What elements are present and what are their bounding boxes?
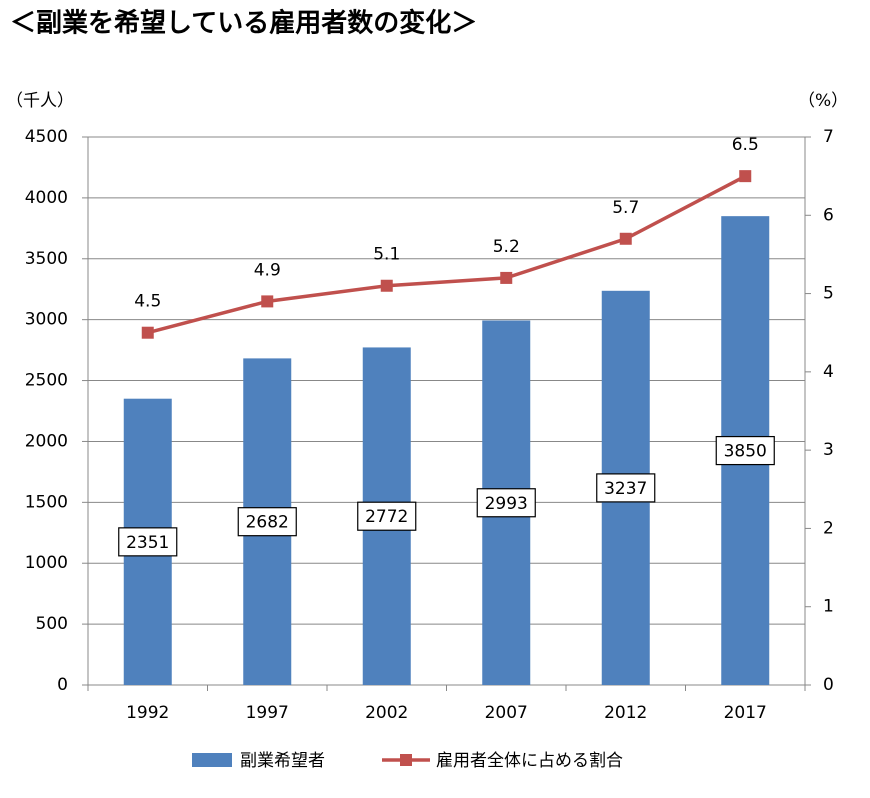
legend-swatch	[192, 753, 232, 767]
x-tick-label: 2012	[604, 703, 647, 723]
legend-label: 副業希望者	[240, 751, 325, 771]
y-tick-label: 4500	[25, 127, 68, 147]
y-tick-label: 500	[36, 614, 68, 634]
y-tick-label: 1500	[25, 492, 68, 512]
point	[619, 232, 632, 245]
value-label-box	[476, 488, 536, 518]
value-label: 3850	[724, 442, 767, 462]
point	[380, 279, 393, 292]
value-label: 3237	[604, 479, 647, 499]
y-tick-label: 4000	[25, 188, 68, 208]
value-label-box	[357, 501, 417, 531]
value-label: 2993	[485, 494, 528, 514]
legend-swatch	[400, 754, 412, 766]
y2-tick-label: 4	[823, 362, 834, 382]
chart-title: ＜副業を希望している雇用者数の変化＞	[10, 8, 477, 39]
value-label: 2351	[126, 533, 169, 553]
value-label-box	[596, 473, 656, 503]
x-tick-label: 1992	[126, 703, 169, 723]
value-label: 6.5	[732, 135, 759, 155]
legend-label: 雇用者全体に占める割合	[436, 751, 623, 771]
x-tick-label: 2007	[485, 703, 528, 723]
x-tick-label: 2002	[365, 703, 408, 723]
y2-tick-label: 5	[823, 284, 834, 304]
y-axis-label: （千人）	[6, 91, 74, 111]
y2-axis-label: （%）	[798, 91, 848, 111]
y2-tick-label: 1	[823, 597, 834, 617]
line	[147, 174, 747, 335]
y-tick-label: 1000	[25, 553, 68, 573]
y2-tick-label: 2	[823, 518, 834, 538]
value-label-box	[715, 435, 775, 466]
x-tick-label: 1997	[246, 703, 289, 723]
value-label: 4.5	[134, 292, 161, 312]
y-tick-label: 3500	[25, 249, 68, 269]
y2-tick-label: 0	[823, 675, 834, 695]
point	[500, 271, 513, 284]
value-label: 5.1	[373, 245, 400, 265]
value-label-box	[118, 527, 178, 557]
value-label: 2772	[365, 507, 408, 527]
point	[739, 170, 752, 183]
y2-tick-label: 6	[823, 205, 834, 225]
y2-tick-label: 7	[823, 127, 834, 147]
x-tick-label: 2017	[724, 703, 767, 723]
y-tick-label: 2000	[25, 431, 68, 451]
value-label: 5.2	[493, 237, 520, 257]
value-label: 5.7	[612, 198, 639, 218]
y-tick-label: 2500	[25, 371, 68, 391]
point	[141, 326, 154, 339]
y-tick-label: 0	[57, 675, 68, 695]
point	[261, 295, 274, 308]
value-label-box	[237, 507, 297, 537]
y2-tick-label: 3	[823, 440, 834, 460]
value-label: 4.9	[254, 260, 281, 280]
value-label: 2682	[246, 513, 289, 533]
y-tick-label: 3000	[25, 310, 68, 330]
